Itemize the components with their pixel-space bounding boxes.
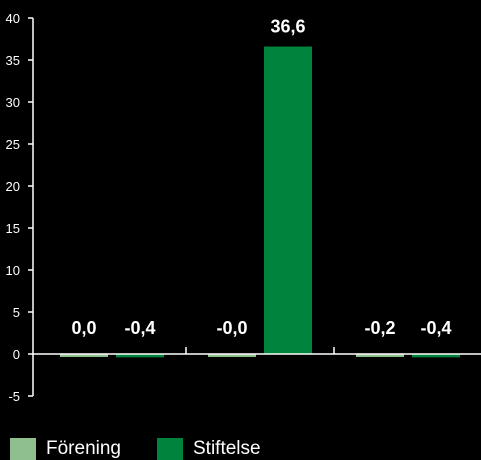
- y-tick-label: 15: [6, 221, 20, 236]
- bar-stiftelse: [412, 354, 460, 358]
- bar-forening: [356, 354, 404, 357]
- y-tick-label: 30: [6, 95, 20, 110]
- y-tick-label: -5: [8, 389, 20, 404]
- legend-item-stiftelse: Stiftelse: [157, 438, 261, 460]
- bar-chart: -5 0 5 10 15 20 25 30 35 40 0,0 -0,4 -0,0 36,6 -0,2 -0,…: [6, 11, 481, 404]
- legend-label-stiftelse: Stiftelse: [193, 438, 261, 459]
- y-tick-label: 0: [13, 347, 20, 362]
- y-tick-label: 25: [6, 137, 20, 152]
- data-label: -0,2: [364, 318, 395, 338]
- data-label: 36,6: [270, 17, 305, 37]
- y-tick-label: 20: [6, 179, 20, 194]
- legend-swatch-stiftelse: [157, 438, 183, 460]
- y-tick-label: 35: [6, 53, 20, 68]
- y-tick-label: 40: [6, 11, 20, 26]
- data-label: -0,4: [124, 318, 155, 338]
- data-label: -0,4: [420, 318, 451, 338]
- legend: Förening Stiftelse: [10, 438, 297, 460]
- y-tick-label: 5: [13, 305, 20, 320]
- legend-label-forening: Förening: [46, 438, 121, 459]
- bar-stiftelse: [264, 46, 312, 355]
- data-label: -0,0: [216, 318, 247, 338]
- bar-forening: [208, 354, 256, 357]
- data-label: 0,0: [71, 318, 96, 338]
- bar-stiftelse: [116, 354, 164, 358]
- y-tick-label: 10: [6, 263, 20, 278]
- legend-swatch-forening: [10, 438, 36, 460]
- legend-item-forening: Förening: [10, 438, 121, 460]
- bar-forening: [60, 354, 108, 357]
